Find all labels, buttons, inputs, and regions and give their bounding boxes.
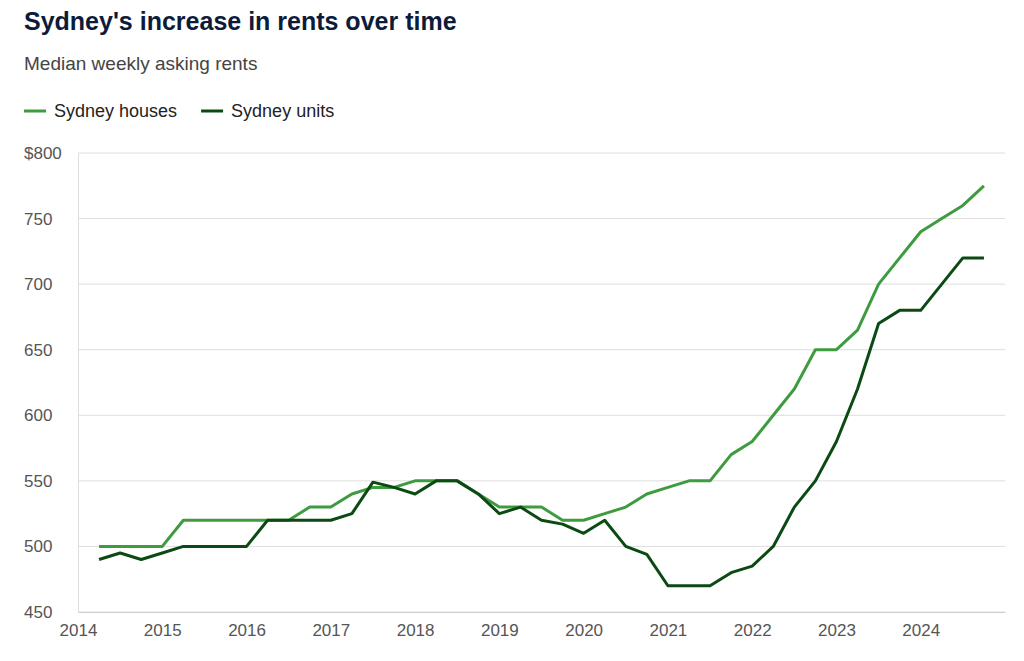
grid-line bbox=[78, 349, 1005, 350]
x-axis-line bbox=[79, 612, 1006, 613]
y-axis-line bbox=[78, 154, 79, 613]
x-tick-label: 2021 bbox=[649, 621, 687, 640]
x-tick-label: 2022 bbox=[734, 621, 772, 640]
y-tick-label: 650 bbox=[24, 341, 52, 360]
x-tick: 2014 bbox=[60, 612, 98, 640]
legend-swatch bbox=[24, 110, 46, 113]
y-tick-label: 700 bbox=[24, 275, 52, 294]
grid-line bbox=[78, 218, 1005, 219]
x-tick-label: 2016 bbox=[228, 621, 266, 640]
y-tick-label: 750 bbox=[24, 210, 52, 229]
legend-swatch bbox=[201, 110, 223, 113]
x-tick-label: 2024 bbox=[902, 621, 940, 640]
x-tick-label: 2014 bbox=[60, 621, 98, 640]
series-line bbox=[99, 258, 984, 586]
y-tick: 500 bbox=[24, 537, 78, 556]
y-tick-label: $800 bbox=[24, 144, 62, 163]
x-tick-label: 2023 bbox=[818, 621, 856, 640]
x-tick: 2022 bbox=[734, 612, 772, 640]
y-tick: 650 bbox=[24, 341, 78, 360]
grid bbox=[78, 153, 1005, 612]
legend-item: Sydney units bbox=[201, 101, 334, 121]
y-tick: 450 bbox=[24, 603, 78, 622]
y-tick-label: 550 bbox=[24, 472, 52, 491]
x-tick: 2018 bbox=[397, 612, 435, 640]
y-tick: 550 bbox=[24, 472, 78, 491]
x-tick: 2020 bbox=[565, 612, 603, 640]
x-tick-label: 2017 bbox=[312, 621, 350, 640]
legend-label: Sydney houses bbox=[54, 101, 177, 121]
y-tick: $800 bbox=[24, 144, 78, 163]
x-axis: 2014 2015 2016 2017 2018 2019 2020 2021 2022 2023… bbox=[60, 612, 1006, 640]
chart-svg: Sydney's increase in rents over time Medi… bbox=[0, 0, 1024, 661]
title: Sydney's increase in rents over time bbox=[24, 7, 457, 35]
grid-line bbox=[78, 415, 1005, 416]
x-tick-label: 2020 bbox=[565, 621, 603, 640]
x-tick-label: 2019 bbox=[481, 621, 519, 640]
y-axis: 450 500 550 600 650 700 750 $800 bbox=[24, 144, 79, 622]
x-tick: 2023 bbox=[818, 612, 856, 640]
grid-line bbox=[78, 284, 1005, 285]
legend-label: Sydney units bbox=[231, 101, 334, 121]
y-tick-label: 600 bbox=[24, 406, 52, 425]
x-tick: 2019 bbox=[481, 612, 519, 640]
subtitle: Median weekly asking rents bbox=[24, 53, 257, 74]
x-tick: 2024 bbox=[902, 612, 940, 640]
legend-item: Sydney houses bbox=[24, 101, 177, 121]
x-tick: 2021 bbox=[649, 612, 687, 640]
y-tick: 750 bbox=[24, 210, 78, 229]
y-tick: 600 bbox=[24, 406, 78, 425]
y-tick-label: 450 bbox=[24, 603, 52, 622]
y-tick: 700 bbox=[24, 275, 78, 294]
legend: Sydney houses Sydney units bbox=[24, 101, 334, 121]
grid-line bbox=[78, 612, 1005, 613]
grid-line bbox=[78, 480, 1005, 481]
x-tick: 2016 bbox=[228, 612, 266, 640]
grid-line bbox=[78, 153, 1005, 154]
y-tick-label: 500 bbox=[24, 537, 52, 556]
x-tick-label: 2015 bbox=[144, 621, 182, 640]
series-line bbox=[99, 186, 984, 547]
x-tick-label: 2018 bbox=[397, 621, 435, 640]
x-tick: 2015 bbox=[144, 612, 182, 640]
lines bbox=[99, 186, 984, 586]
x-tick: 2017 bbox=[312, 612, 350, 640]
